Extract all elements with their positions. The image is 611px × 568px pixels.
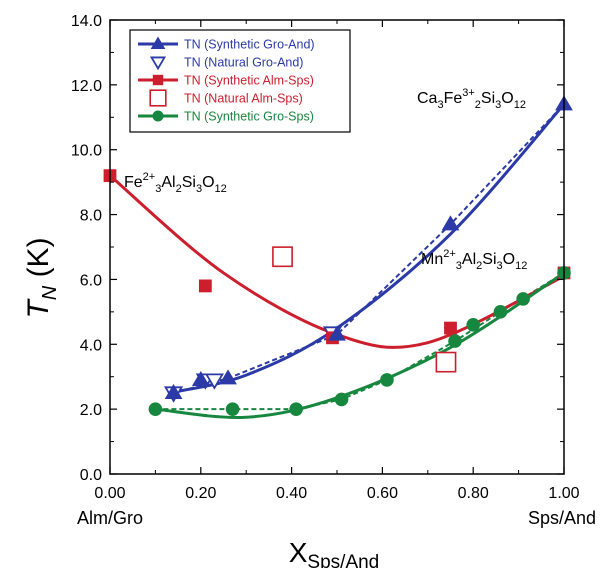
legend-label: TN (Natural Gro-And) xyxy=(184,56,303,70)
gro-and-fit-curve xyxy=(168,103,566,395)
data-point xyxy=(328,325,346,341)
data-point xyxy=(164,383,183,400)
x-tick-label: 0.40 xyxy=(276,485,307,502)
data-point xyxy=(448,334,462,348)
data-point xyxy=(289,402,303,416)
gro-sps-dashed-guide xyxy=(155,272,565,411)
formula-annotation-mn: Mn2+3Al2Si3O12 xyxy=(421,248,527,272)
y-tick-label: 8.0 xyxy=(80,208,102,225)
annotations: Fe2+3Al2Si3O12 Ca3Fe3+2Si3O12 Mn2+3Al2Si3O… xyxy=(124,87,527,272)
data-point xyxy=(334,392,349,407)
axis-ticks: 0.00 0.20 0.40 0.60 0.80 1.00 0.0 2.0 4.0 6.0 8.0 1… xyxy=(71,13,580,502)
legend-marker xyxy=(149,56,167,71)
data-point xyxy=(380,373,394,387)
data-point xyxy=(225,402,240,416)
y-tick-label: 12.0 xyxy=(71,78,102,95)
data-point xyxy=(516,292,530,306)
x-axis-label: XSps/And xyxy=(289,537,380,568)
legend-marker xyxy=(152,74,164,86)
data-point xyxy=(466,318,481,332)
y-tick-label: 0.0 xyxy=(80,467,102,484)
legend-label: TN (Synthetic Gro-And) xyxy=(184,38,315,52)
data-point xyxy=(441,215,460,231)
gro-sps-fit-curve xyxy=(155,271,565,420)
legend-label: TN (Synthetic Alm-Sps) xyxy=(184,74,314,88)
x-end-label-right: Sps/And xyxy=(528,508,596,528)
legend-marker xyxy=(152,110,164,122)
formula-annotation-ca: Ca3Fe3+2Si3O12 xyxy=(417,87,526,111)
data-point xyxy=(435,351,457,373)
y-tick-label: 10.0 xyxy=(71,143,102,160)
data-point xyxy=(191,370,210,387)
y-tick-label: 4.0 xyxy=(80,337,102,354)
y-tick-label: 6.0 xyxy=(80,272,102,289)
y-axis-label: TN (K) xyxy=(22,237,61,318)
x-tick-label: 0.80 xyxy=(458,485,489,502)
y-tick-label: 14.0 xyxy=(71,13,102,30)
data-point xyxy=(204,373,224,390)
y-tick-label: 2.0 xyxy=(80,402,102,419)
data-point xyxy=(493,305,508,319)
x-tick-label: 0.20 xyxy=(185,485,216,502)
x-tick-label: 1.00 xyxy=(548,485,579,502)
gro-and-dashed-guide xyxy=(173,103,565,394)
legend: TN (Synthetic Gro-And) TN (Natural Gro-An… xyxy=(129,29,351,133)
x-end-label-left: Alm/Gro xyxy=(77,508,143,528)
data-point xyxy=(198,279,212,293)
legend-marker xyxy=(150,36,166,50)
formula-annotation-fe: Fe2+3Al2Si3O12 xyxy=(124,171,227,195)
x-tick-label: 0.00 xyxy=(94,485,125,502)
x-tick-label: 0.60 xyxy=(367,485,398,502)
data-point xyxy=(444,321,457,335)
data-point xyxy=(219,369,237,385)
data-point xyxy=(272,246,293,268)
legend-marker xyxy=(149,89,167,107)
legend-label: TN (Synthetic Gro-Sps) xyxy=(184,110,314,124)
data-point xyxy=(148,402,163,416)
legend-label: TN (Natural Alm-Sps) xyxy=(184,92,303,106)
